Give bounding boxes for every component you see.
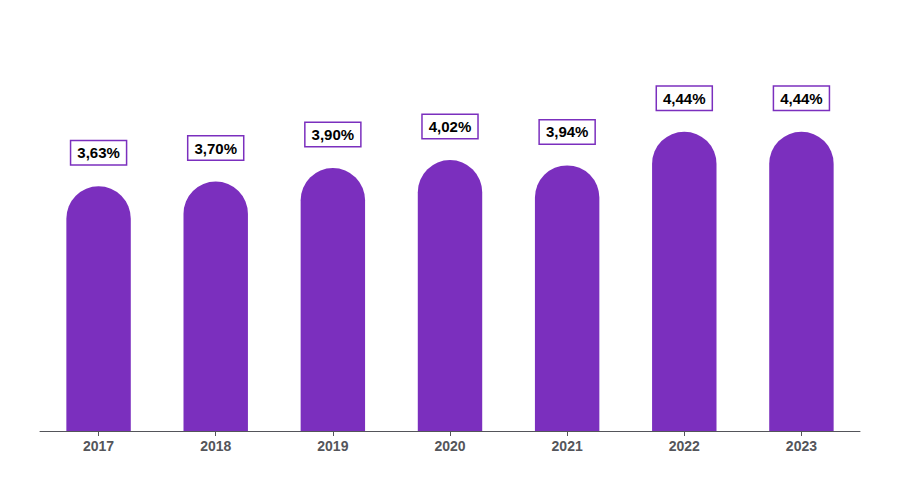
svg-text:2021: 2021 bbox=[552, 438, 583, 454]
svg-text:3,70%: 3,70% bbox=[194, 140, 237, 157]
svg-text:3,90%: 3,90% bbox=[312, 126, 355, 143]
svg-text:2019: 2019 bbox=[317, 438, 348, 454]
svg-text:4,44%: 4,44% bbox=[780, 90, 823, 107]
svg-text:4,02%: 4,02% bbox=[429, 118, 472, 135]
svg-text:2020: 2020 bbox=[434, 438, 465, 454]
svg-text:4,44%: 4,44% bbox=[663, 90, 706, 107]
svg-text:2022: 2022 bbox=[669, 438, 700, 454]
svg-text:3,63%: 3,63% bbox=[77, 144, 120, 161]
svg-text:2018: 2018 bbox=[200, 438, 231, 454]
svg-text:3,94%: 3,94% bbox=[546, 123, 589, 140]
svg-text:2017: 2017 bbox=[83, 438, 114, 454]
svg-text:2023: 2023 bbox=[786, 438, 817, 454]
